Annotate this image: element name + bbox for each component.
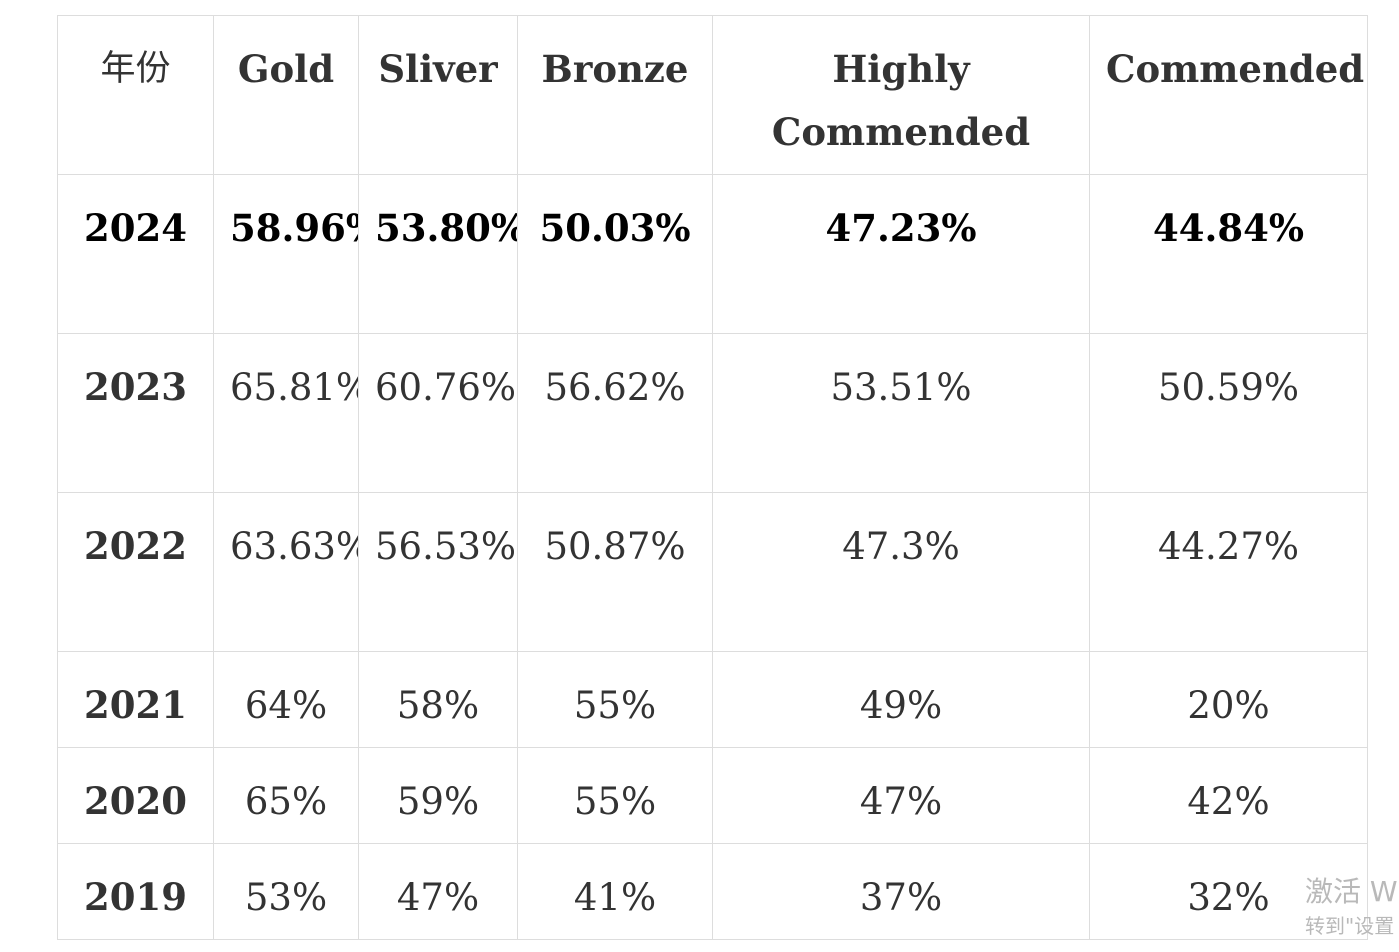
bronze-cell: 55% [517,651,713,748]
year-cell: 2022 [57,492,214,652]
silver-cell: 58% [358,651,518,748]
bronze-cell: 56.62% [517,333,713,493]
gold-cell: 53% [213,843,359,940]
silver-cell: 47% [358,843,518,940]
gold-cell: 64% [213,651,359,748]
header-bronze: Bronze [517,15,713,175]
highly-commended-cell: 53.51% [712,333,1090,493]
commended-cell: 20% [1089,651,1368,748]
silver-cell: 59% [358,747,518,844]
table-row: 2019 53% 47% 41% 37% 32% [57,843,1368,940]
highly-commended-cell: 47% [712,747,1090,844]
table-row: 2020 65% 59% 55% 47% 42% [57,747,1368,844]
bronze-cell: 50.03% [517,174,713,334]
silver-cell: 56.53% [358,492,518,652]
bronze-cell: 55% [517,747,713,844]
silver-cell: 53.80% [358,174,518,334]
header-row: 年份 Gold Sliver Bronze Highly Commended C… [57,15,1368,175]
commended-cell: 32% [1089,843,1368,940]
year-cell: 2023 [57,333,214,493]
commended-cell: 44.84% [1089,174,1368,334]
results-table: 年份 Gold Sliver Bronze Highly Commended C… [57,15,1368,940]
gold-cell: 63.63% [213,492,359,652]
header-gold: Gold [213,15,359,175]
bronze-cell: 50.87% [517,492,713,652]
bronze-cell: 41% [517,843,713,940]
year-cell: 2021 [57,651,214,748]
table-row: 2022 63.63% 56.53% 50.87% 47.3% 44.27% [57,492,1368,652]
table-row: 2024 58.96% 53.80% 50.03% 47.23% 44.84% [57,174,1368,334]
highly-commended-cell: 49% [712,651,1090,748]
table-header: 年份 Gold Sliver Bronze Highly Commended C… [57,15,1368,175]
silver-cell: 60.76% [358,333,518,493]
table-body: 2024 58.96% 53.80% 50.03% 47.23% 44.84% … [57,174,1368,940]
commended-cell: 50.59% [1089,333,1368,493]
commended-cell: 42% [1089,747,1368,844]
highly-commended-cell: 37% [712,843,1090,940]
table-row: 2021 64% 58% 55% 49% 20% [57,651,1368,748]
header-year: 年份 [57,15,214,175]
commended-cell: 44.27% [1089,492,1368,652]
header-silver: Sliver [358,15,518,175]
year-cell: 2019 [57,843,214,940]
gold-cell: 65.81% [213,333,359,493]
highly-commended-cell: 47.3% [712,492,1090,652]
header-highly-commended: Highly Commended [712,15,1090,175]
gold-cell: 65% [213,747,359,844]
highly-commended-cell: 47.23% [712,174,1090,334]
header-commended: Commended [1089,15,1368,175]
table-row: 2023 65.81% 60.76% 56.62% 53.51% 50.59% [57,333,1368,493]
year-cell: 2024 [57,174,214,334]
year-cell: 2020 [57,747,214,844]
gold-cell: 58.96% [213,174,359,334]
